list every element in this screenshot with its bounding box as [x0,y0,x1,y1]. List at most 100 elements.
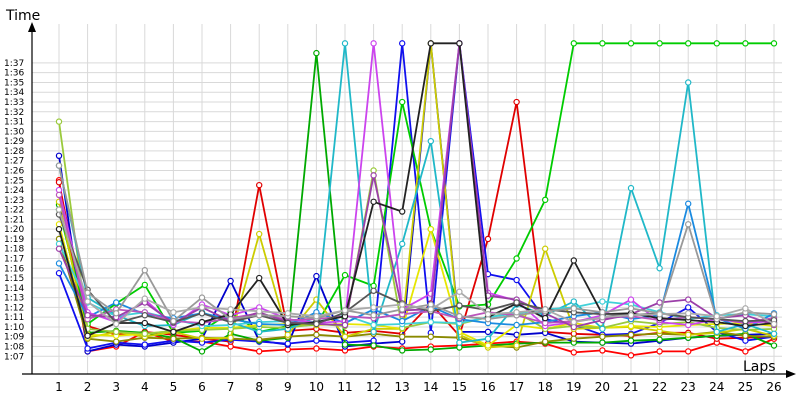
y-tick-label: 1:25 [4,176,24,186]
y-tick-label: 1:14 [4,284,24,294]
data-point [55,118,63,125]
data-point [170,317,177,325]
data-point [313,337,320,344]
x-axis-title: Laps [743,359,776,375]
data-point [656,265,663,272]
data-point [341,341,349,348]
data-point [55,152,63,160]
series-line [58,52,775,353]
y-tick-label: 1:35 [4,78,24,88]
data-point [112,328,120,336]
y-tick-label: 1:20 [4,225,24,235]
data-point [770,320,778,328]
data-point [55,245,63,252]
data-point [370,198,377,205]
data-point [713,40,721,47]
data-point [627,312,635,319]
data-point [484,311,492,318]
data-point [742,348,749,355]
data-point [685,348,692,355]
data-point [227,277,234,285]
data-point [427,333,434,340]
data-point [542,306,549,313]
x-tick-label: 7 [227,380,235,394]
data-point [685,304,692,311]
data-point [685,310,692,317]
data-point [484,235,492,243]
data-point [141,312,148,319]
data-point [399,40,406,47]
data-point [370,304,377,311]
data-point [256,230,263,238]
x-tick-label: 26 [766,380,781,394]
data-point [370,312,377,319]
data-point [198,335,206,342]
data-point [570,335,578,342]
data-point [370,40,377,47]
data-point [256,320,263,328]
data-point [742,305,749,312]
data-point [513,309,520,316]
data-point [656,336,663,343]
data-point [227,334,234,341]
data-point [713,313,721,320]
data-point [427,346,434,353]
data-point [399,98,406,106]
x-tick-label: 11 [337,380,352,394]
data-point [141,341,148,348]
data-point [55,269,63,277]
data-point [256,308,263,315]
y-axis-title: Time [5,8,40,24]
y-tick-label: 1:15 [4,274,24,284]
data-point [627,184,635,192]
data-point [399,301,406,308]
data-point [198,318,206,326]
data-point [570,298,578,305]
data-point [685,200,692,207]
data-point [685,221,692,228]
data-point [399,208,406,215]
data-point [770,311,778,318]
data-point [313,313,320,320]
x-tick-label: 17 [509,380,524,394]
data-point [341,333,349,340]
data-point [170,309,177,316]
data-point [599,339,606,346]
data-point [284,319,291,327]
data-point [256,181,263,189]
data-point [599,347,606,354]
x-tick-label: 24 [709,380,724,394]
y-tick-label: 1:11 [4,313,24,323]
x-tick-label: 16 [480,380,495,394]
data-point [370,287,377,294]
data-point [55,206,63,213]
data-point [55,179,63,186]
y-tick-label: 1:17 [4,255,24,265]
data-point [456,302,463,309]
data-point [570,257,578,264]
y-tick-label: 1:24 [4,186,24,196]
x-tick-label: 4 [141,380,149,394]
data-point [256,336,263,343]
data-point [313,345,320,352]
data-point [484,335,492,342]
data-point [599,325,606,333]
series-line [58,209,775,325]
data-point [513,342,520,349]
data-point [627,337,635,344]
data-point [513,276,520,284]
data-point [685,296,692,303]
x-tick-label: 23 [681,380,696,394]
data-point [570,318,578,326]
data-point [341,321,349,329]
y-tick-label: 1:34 [4,88,24,98]
y-tick-label: 1:10 [4,323,24,333]
x-tick-label: 15 [452,380,467,394]
data-point [399,347,406,354]
data-point [713,328,721,336]
data-point [599,333,606,340]
y-tick-label: 1:33 [4,98,24,108]
data-point [484,328,492,336]
data-point [313,320,320,328]
y-tick-label: 1:30 [4,127,24,137]
